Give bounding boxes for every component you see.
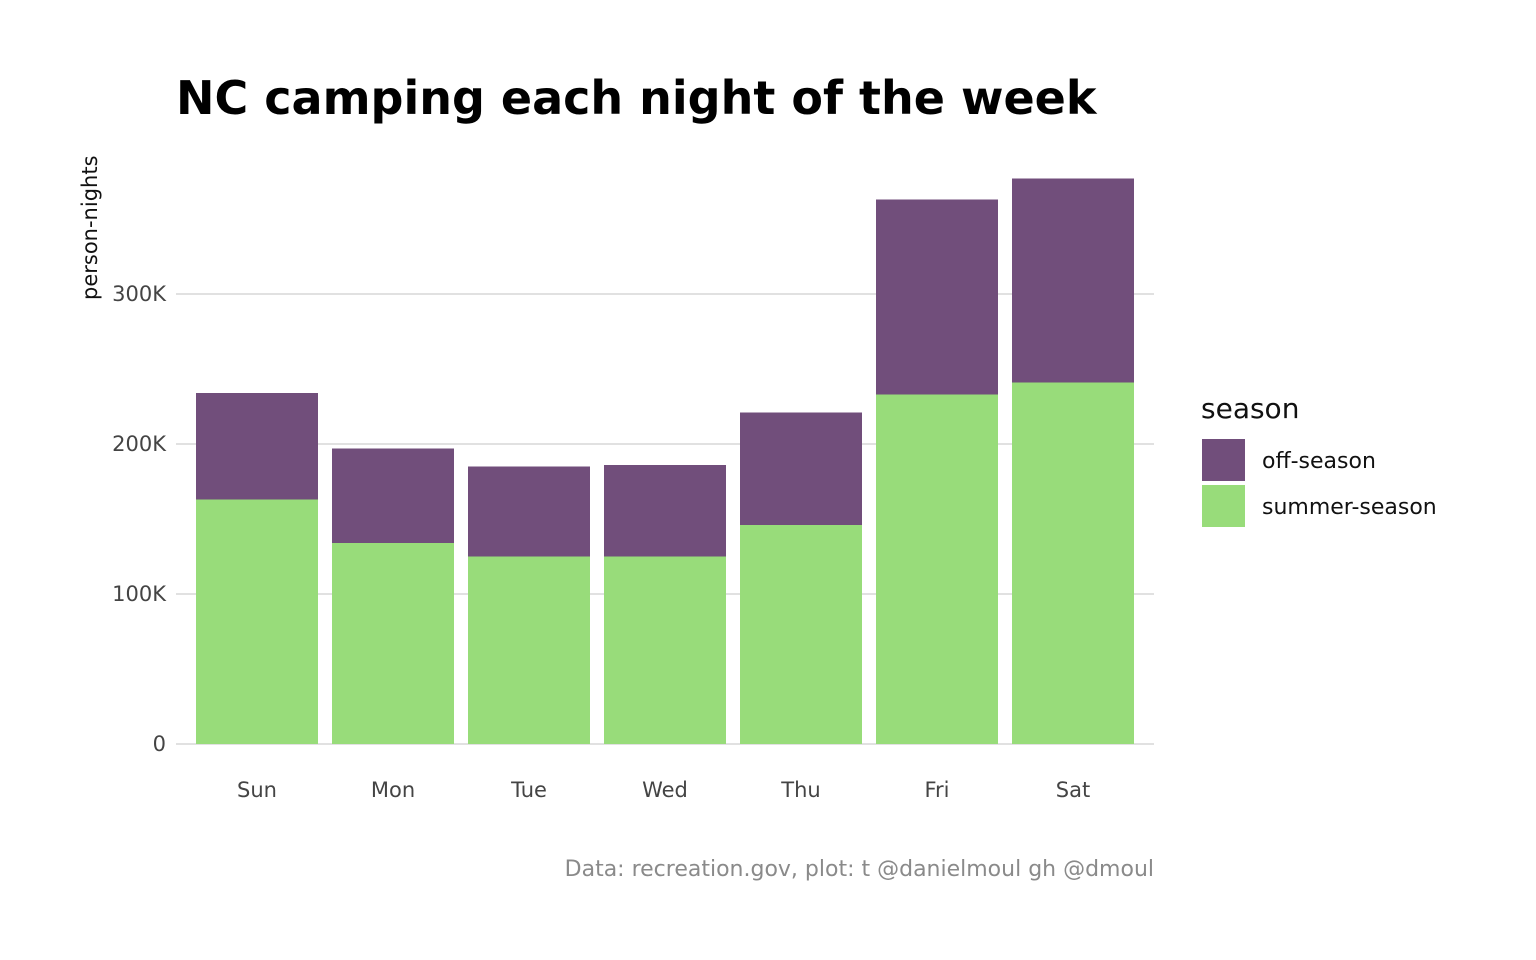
x-tick-label: Tue	[510, 778, 547, 802]
x-tick-label: Thu	[780, 778, 820, 802]
bar-summer-season-fri	[876, 394, 998, 744]
chart-title: NC camping each night of the week	[176, 71, 1098, 125]
bar-summer-season-sat	[1012, 382, 1134, 744]
bar-off-season-sun	[196, 393, 318, 500]
bar-summer-season-sun	[196, 499, 318, 744]
x-tick-label: Wed	[642, 778, 688, 802]
y-tick-label: 200K	[112, 432, 167, 456]
bar-off-season-tue	[468, 466, 590, 557]
bar-off-season-sat	[1012, 178, 1134, 383]
y-tick-label: 0	[153, 732, 166, 756]
bar-summer-season-thu	[740, 525, 862, 744]
caption: Data: recreation.gov, plot: t @danielmou…	[565, 857, 1154, 882]
bar-summer-season-tue	[468, 556, 590, 744]
legend-swatch-off-season	[1202, 439, 1245, 481]
y-axis-label: person-nights	[78, 155, 102, 300]
bar-off-season-thu	[740, 412, 862, 525]
y-tick-label: 100K	[112, 582, 167, 606]
x-tick-label: Sun	[237, 778, 277, 802]
y-tick-label: 300K	[112, 282, 167, 306]
x-axis-ticks: Sun Mon Tue Wed Thu Fri Sat	[237, 778, 1090, 802]
y-axis-ticks: 0 100K 200K 300K	[112, 282, 167, 756]
legend-items: off-season summer-season	[1202, 439, 1437, 527]
legend-title: season	[1201, 392, 1299, 425]
bar-off-season-wed	[604, 465, 726, 557]
x-tick-label: Mon	[371, 778, 415, 802]
legend: season off-season summer-season	[1201, 392, 1437, 527]
legend-swatch-summer-season	[1202, 485, 1245, 527]
bar-off-season-mon	[332, 448, 454, 543]
x-tick-label: Fri	[924, 778, 949, 802]
bar-summer-season-wed	[604, 556, 726, 744]
bars	[196, 178, 1134, 744]
bar-off-season-fri	[876, 199, 998, 395]
legend-label-off-season: off-season	[1262, 449, 1376, 474]
bar-summer-season-mon	[332, 543, 454, 744]
legend-label-summer-season: summer-season	[1262, 495, 1437, 520]
x-tick-label: Sat	[1056, 778, 1090, 802]
